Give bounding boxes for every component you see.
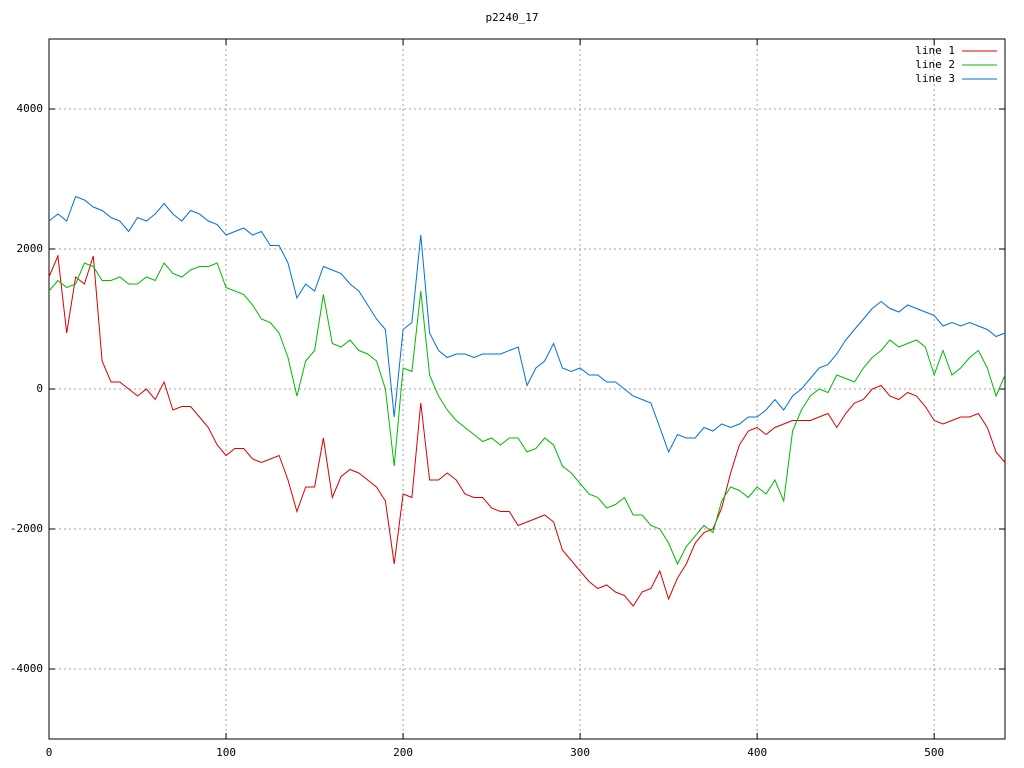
legend-label: line 1 [915, 44, 955, 57]
x-tick-label: 400 [747, 746, 767, 759]
data-line [48, 262, 1006, 566]
y-tick-label: 0 [36, 382, 43, 395]
x-tick-label: 500 [924, 746, 944, 759]
x-tick-label: 100 [216, 746, 236, 759]
legend-label: line 2 [915, 58, 955, 71]
y-tick-label: -2000 [10, 522, 43, 535]
y-tick-label: 4000 [17, 102, 44, 115]
legend-label: line 3 [915, 72, 955, 85]
x-tick-label: 200 [393, 746, 413, 759]
data-line [48, 195, 1006, 454]
y-tick-label: 2000 [17, 242, 44, 255]
chart-title: p2240_17 [486, 11, 539, 24]
x-tick-label: 0 [46, 746, 53, 759]
plot-frame [48, 38, 1006, 740]
data-line [48, 254, 1006, 607]
y-tick-label: -4000 [10, 662, 43, 675]
x-tick-label: 300 [570, 746, 590, 759]
